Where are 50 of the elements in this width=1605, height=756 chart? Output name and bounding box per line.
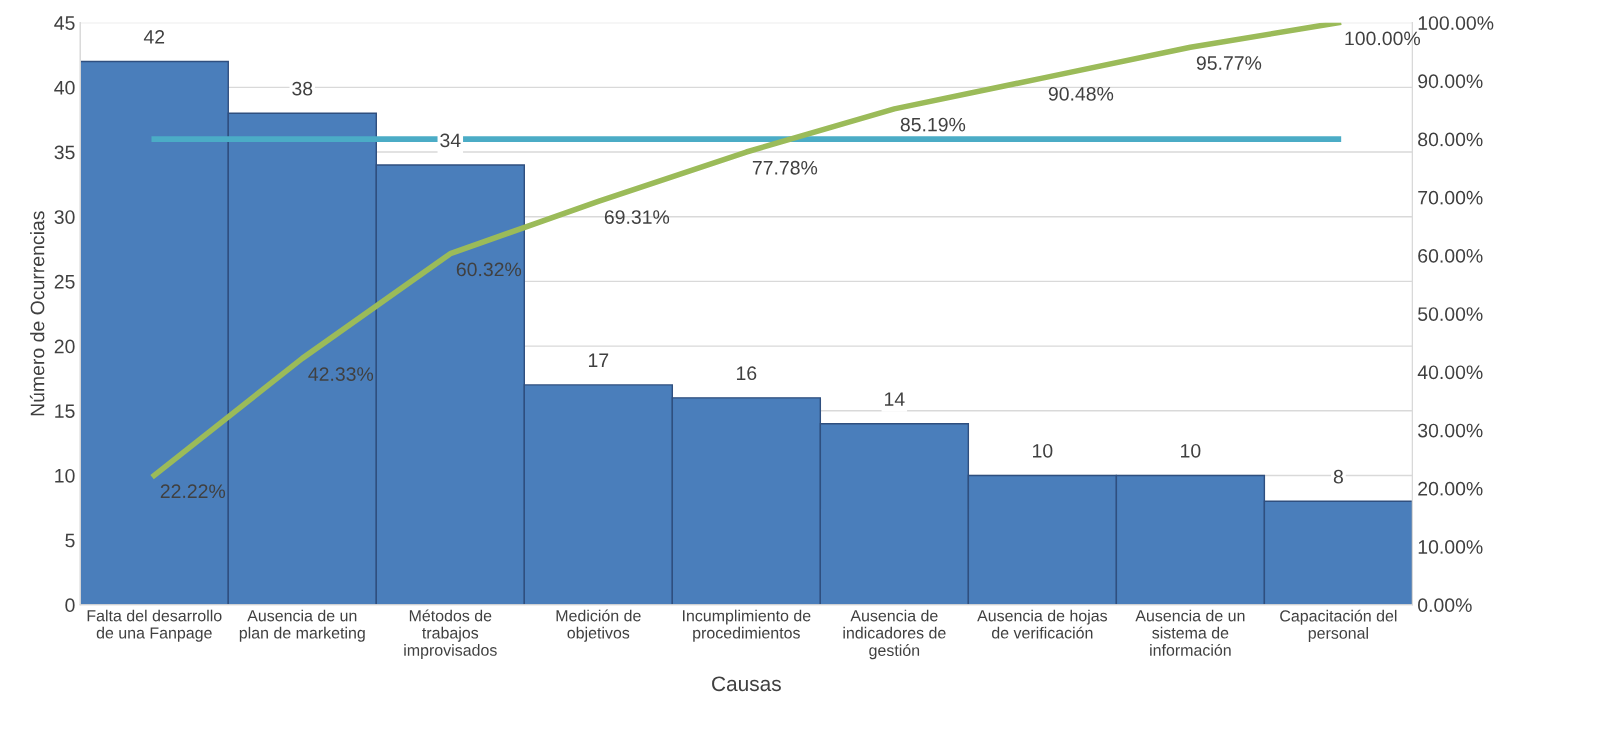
y2-tick-label: 20.00% [1418,481,1483,496]
y2-tick-label: 70.00% [1418,190,1483,205]
data-label: 10 [1181,443,1201,458]
data-label: 85.19% [900,117,966,132]
x-tick-label: Ausencia de hojas de verificación [977,609,1108,639]
y2-tick-label: 80.00% [1418,132,1483,147]
data-label: 69.31% [604,210,670,224]
data-label: 42 [143,29,165,44]
data-label: 8 [1333,469,1343,484]
y-axis-title: Número de Ocurrencias [29,211,45,416]
y-tick-label: 20 [54,339,75,354]
y-tick-label: 45 [54,16,75,30]
data-label: 77.78% [752,160,818,175]
y2-tick-label: 100.00% [1418,16,1494,30]
x-axis-title: Causas [712,676,781,692]
x-tick-label: Ausencia de indicadores de gestión [843,609,946,660]
y2-tick-label: 90.00% [1418,74,1483,89]
x-tick-label: Ausencia de un plan de marketing [239,609,365,642]
x-tick-label: Medición de objetivos [556,609,641,642]
y2-tick-label: 60.00% [1418,249,1483,263]
data-label: 34 [440,133,461,148]
data-label: 17 [588,353,609,367]
y2-tick-label: 50.00% [1418,307,1483,321]
y-tick-label: 25 [54,274,75,289]
data-label: 10 [1033,443,1053,458]
y2-tick-label: 0.00% [1418,598,1472,613]
x-tick-label: Capacitación del personal [1280,609,1397,642]
x-tick-label: Incumplimiento de procedimientos [683,609,811,642]
data-label: 16 [736,366,757,381]
y-tick-label: 35 [54,145,75,160]
data-label: 100.00% [1345,31,1421,46]
x-tick-label: Métodos de trabajos improvisados [404,609,497,659]
y-tick-label: 5 [65,533,75,548]
y-tick-label: 0 [65,598,75,613]
x-tick-label: Ausencia de un sistema de información [1135,609,1245,656]
y-tick-label: 30 [54,210,75,224]
y2-tick-label: 40.00% [1417,365,1483,380]
y2-tick-label: 10.00% [1418,540,1483,554]
data-label: 42.33% [308,367,374,381]
data-label: 95.77% [1196,56,1262,70]
x-tick-label: Falta del desarrollo de una Fanpage [87,609,222,642]
data-label: 38 [292,81,313,96]
y-tick-label: 10 [55,468,75,483]
data-label: 90.48% [1048,86,1114,101]
data-label: 60.32% [456,262,522,277]
y-tick-label: 15 [55,404,75,418]
data-label: 14 [885,392,905,406]
y-tick-label: 40 [54,80,75,95]
data-label: 22.22% [160,484,226,498]
y2-tick-label: 30.00% [1418,423,1483,438]
